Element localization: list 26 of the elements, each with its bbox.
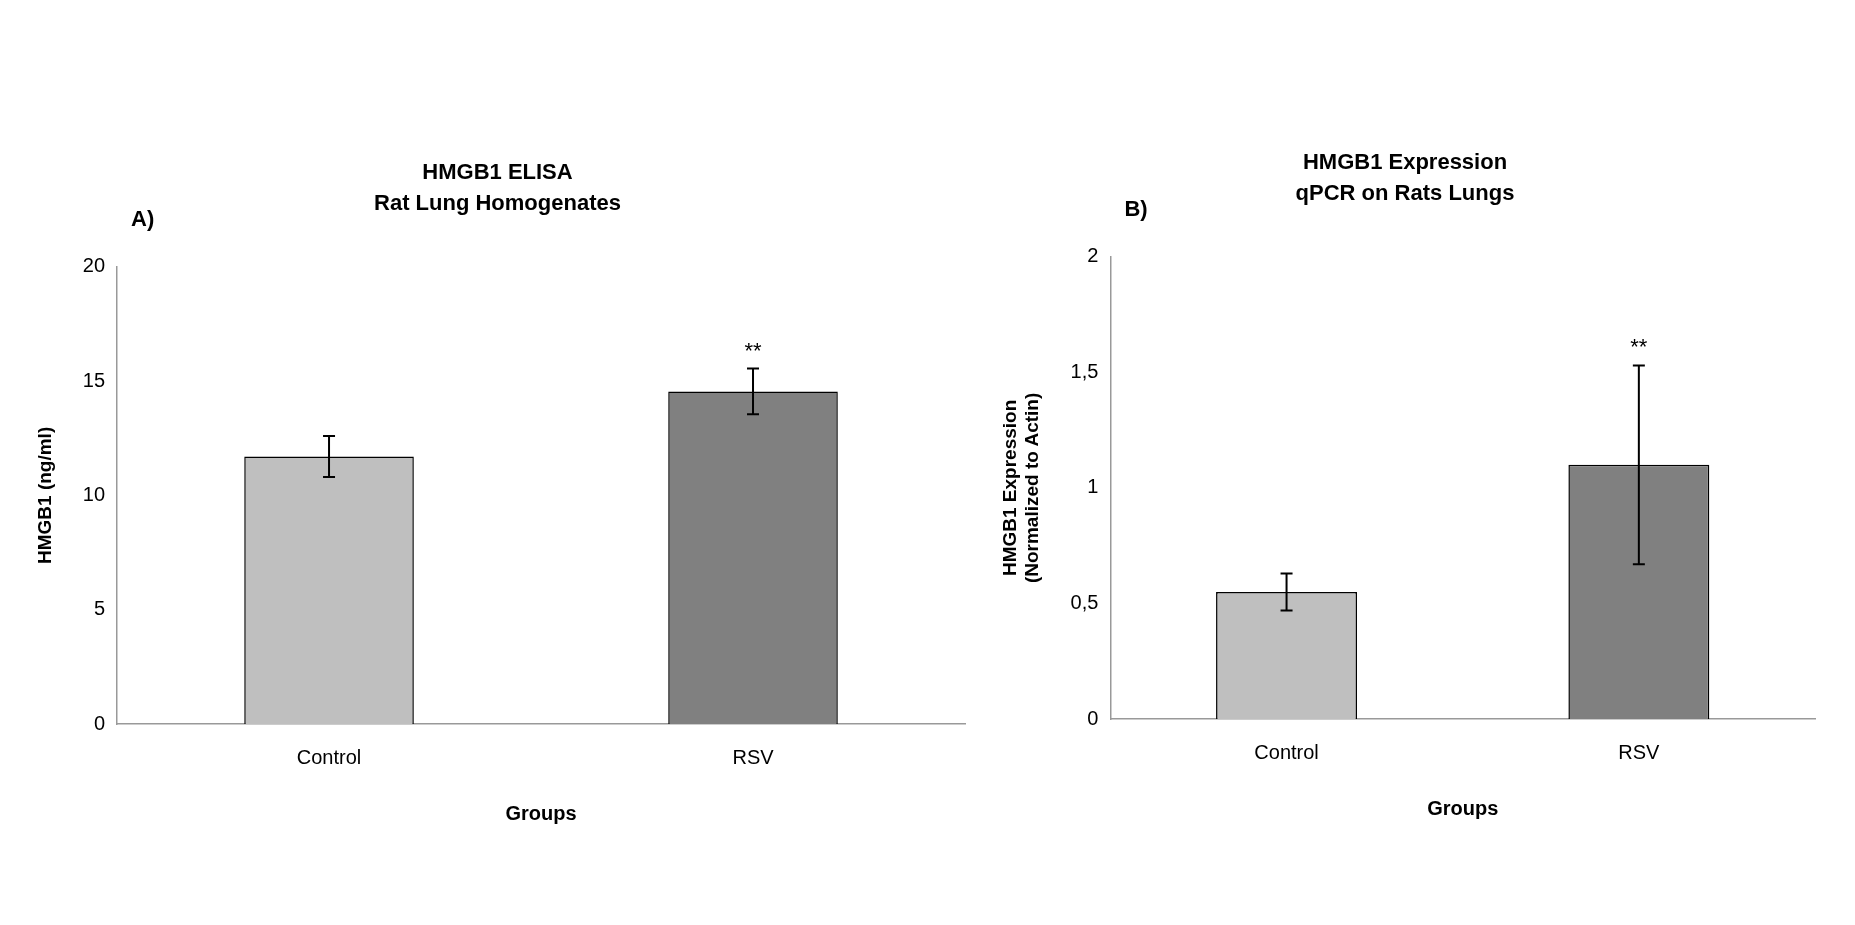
y-axis-title: HMGB1 (ng/ml) [33, 426, 55, 565]
y-axis-title: HMGB1 Expression (Normalized to Actin) [998, 392, 1043, 584]
x-axis-title: Groups [505, 801, 577, 824]
x-tick-label: RSV [1618, 740, 1661, 763]
y-tick-label: 20 [82, 254, 106, 277]
y-tick-label: 5 [93, 597, 106, 620]
text: B) [1124, 195, 1148, 221]
chart-subtitle: qPCR on Rats Lungs [1295, 179, 1515, 205]
y-tick-label: 0 [1087, 706, 1099, 729]
text: A) [131, 205, 155, 231]
chart-subtitle: Rat Lung Homogenates [374, 189, 621, 215]
y-tick-label: 15 [82, 368, 106, 391]
x-axis-title: Groups [1427, 796, 1499, 819]
y-tick-label: 0,5 [1070, 590, 1099, 613]
y-tick-label: 2 [1087, 244, 1099, 267]
annotation: ** [744, 337, 763, 363]
chart-title: HMGB1 Expression [1302, 149, 1508, 175]
annotation: ** [1630, 334, 1648, 360]
y-tick-label: 1 [1087, 475, 1099, 498]
x-tick-label: RSV [732, 745, 775, 768]
x-tick-label: Control [296, 745, 362, 768]
chart-title: HMGB1 ELISA [422, 159, 573, 185]
x-tick-label: Control [1254, 740, 1319, 763]
y-tick-label: 0 [93, 711, 106, 734]
y-tick-label: 1,5 [1070, 359, 1099, 382]
y-tick-label: 10 [82, 482, 106, 505]
